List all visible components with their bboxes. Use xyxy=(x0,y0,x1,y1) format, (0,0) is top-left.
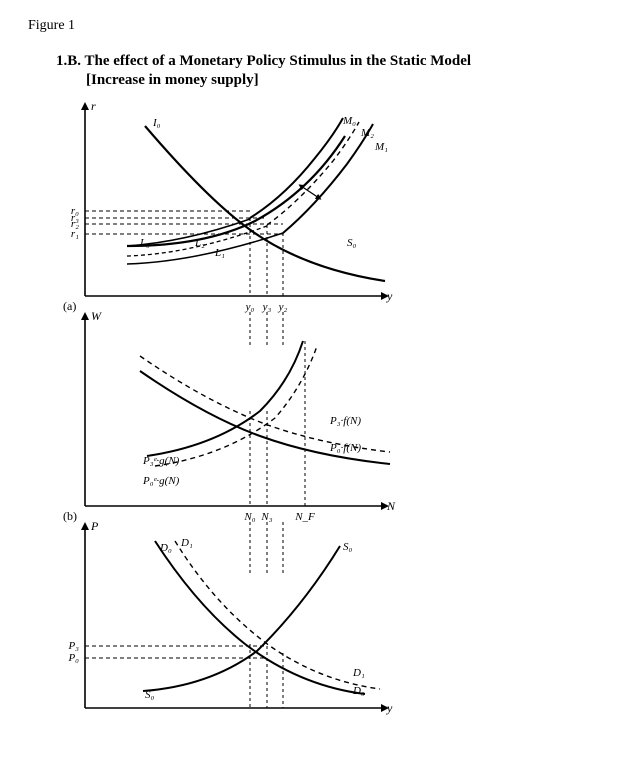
svg-text:W: W xyxy=(91,309,102,323)
svg-text:S₀: S₀ xyxy=(343,541,353,553)
svg-text:y₂: y₂ xyxy=(278,301,288,313)
svg-text:L₁: L₁ xyxy=(214,247,225,259)
heading-number: 1.B. xyxy=(56,53,81,69)
svg-text:D₁: D₁ xyxy=(352,667,365,679)
svg-text:y₀: y₀ xyxy=(245,713,255,716)
svg-text:D₀: D₀ xyxy=(159,542,172,554)
svg-text:y₂: y₂ xyxy=(278,713,288,716)
svg-text:P: P xyxy=(90,519,99,533)
svg-text:M₀: M₀ xyxy=(342,115,356,127)
svg-text:P₃: P₃ xyxy=(67,640,79,652)
panel-a xyxy=(127,118,385,281)
svg-text:L₀: L₀ xyxy=(139,237,150,249)
svg-text:(a): (a) xyxy=(63,299,76,313)
svg-text:N_F: N_F xyxy=(294,511,315,523)
svg-text:D₁: D₁ xyxy=(180,537,193,549)
svg-text:r₁: r₁ xyxy=(71,228,79,240)
svg-text:M₂: M₂ xyxy=(360,127,374,139)
svg-text:y₀: y₀ xyxy=(245,301,255,313)
svg-text:P₀: P₀ xyxy=(67,652,79,664)
svg-text:L₂: L₂ xyxy=(194,237,205,249)
svg-text:S₀: S₀ xyxy=(347,237,357,249)
svg-text:y₃: y₃ xyxy=(262,713,272,716)
svg-text:y: y xyxy=(386,289,393,303)
figure-label: Figure 1 xyxy=(28,18,642,34)
svg-text:N₀: N₀ xyxy=(243,511,255,523)
svg-text:N₃: N₃ xyxy=(260,511,272,523)
svg-text:r: r xyxy=(91,99,96,113)
svg-text:M₁: M₁ xyxy=(374,141,388,153)
svg-text:I₀: I₀ xyxy=(152,117,161,129)
svg-text:y₃: y₃ xyxy=(262,301,272,313)
svg-text:S₀: S₀ xyxy=(145,689,155,701)
panel-c xyxy=(143,541,380,694)
svg-text:P₃ᵉ·g(N): P₃ᵉ·g(N) xyxy=(142,455,180,467)
section-heading: 1.B. The effect of a Monetary Policy Sti… xyxy=(56,52,642,90)
svg-text:P₀ᵉ·g(N): P₀ᵉ·g(N) xyxy=(142,475,180,487)
page: Figure 1 1.B. The effect of a Monetary P… xyxy=(0,0,642,758)
svg-text:y: y xyxy=(386,701,393,715)
svg-text:(b): (b) xyxy=(63,509,77,523)
svg-text:P₀·f(N): P₀·f(N) xyxy=(329,442,361,454)
svg-text:D₀: D₀ xyxy=(352,685,365,697)
heading-line1: The effect of a Monetary Policy Stimulus… xyxy=(85,53,472,69)
three-panel-diagram: ryI₀M₀M₂M₁S₀L₀L₂L₁r₀r₃r₂r₁y₀y₃y₂(a)WNP₃·… xyxy=(55,96,425,716)
heading-line2: [Increase in money supply] xyxy=(86,72,259,88)
svg-text:N: N xyxy=(386,499,396,513)
svg-text:P₃·f(N): P₃·f(N) xyxy=(329,415,361,427)
